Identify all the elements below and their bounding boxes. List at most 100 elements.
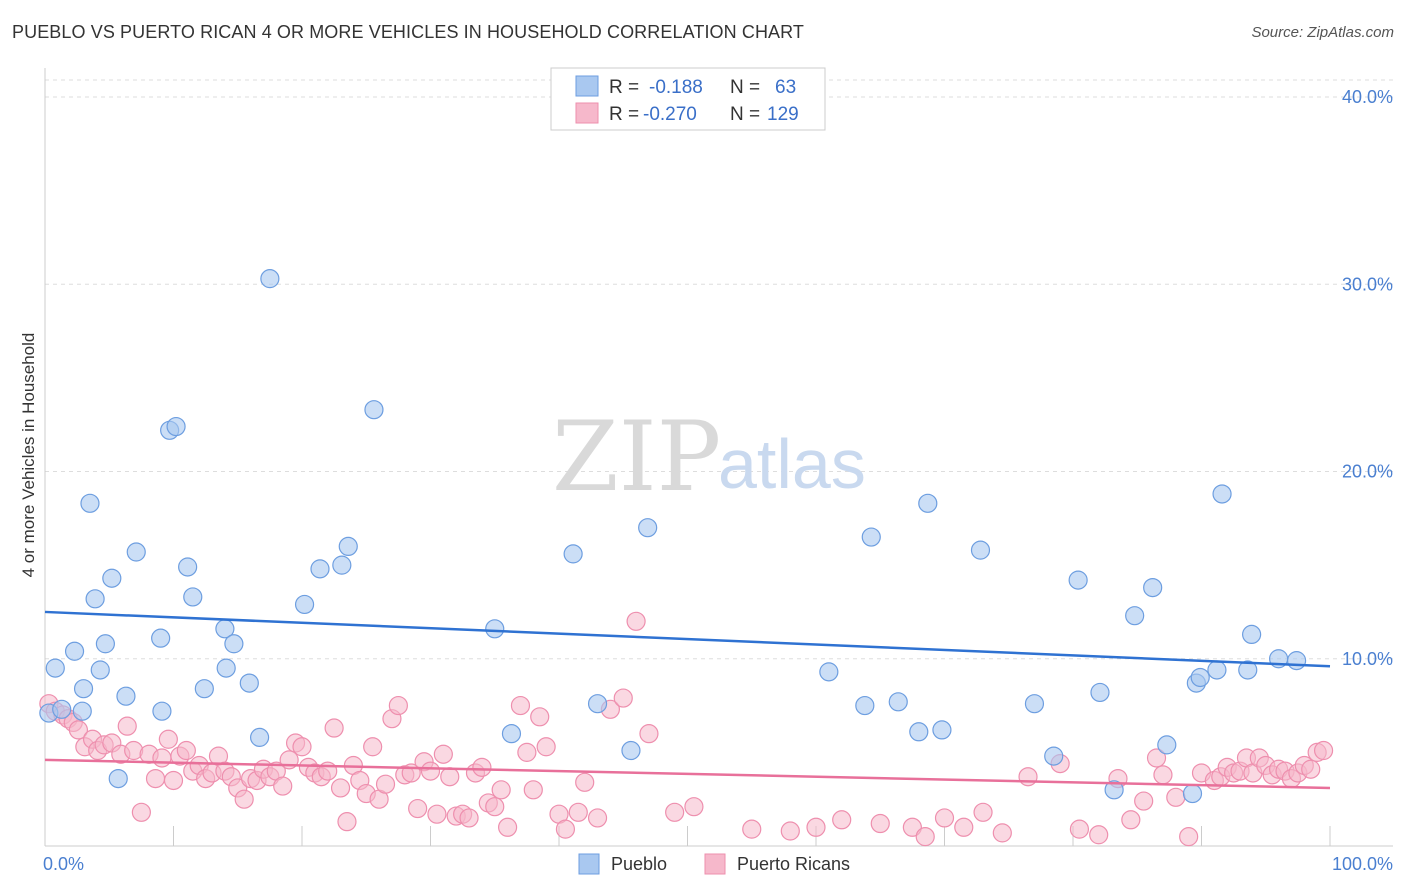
puerto-ricans-point [1121, 810, 1141, 830]
pueblo-point [932, 720, 952, 740]
pueblo-point [332, 555, 352, 575]
pueblo-point [260, 269, 280, 289]
puerto-ricans-point [292, 737, 312, 757]
puerto-ricans-point [176, 740, 196, 761]
puerto-ricans-point [934, 808, 955, 828]
pueblo-point [126, 542, 146, 562]
puerto-ricans-point [870, 813, 890, 834]
puerto-ricans-point [68, 720, 89, 740]
puerto-ricans-point [131, 802, 151, 822]
pueblo-point [1182, 783, 1203, 804]
puerto-ricans-point [992, 823, 1012, 843]
pueblo-point [1104, 780, 1124, 800]
puerto-ricans-point [902, 817, 922, 837]
pueblo-point [52, 699, 72, 719]
puerto-ricans-point [575, 772, 595, 792]
legend-r-value-pueblo: -0.188 [649, 77, 703, 98]
bottom-legend-label-pr: Puerto Ricans [737, 854, 850, 874]
puerto-ricans-point [145, 768, 166, 789]
y-tick-label: 40.0% [1342, 87, 1393, 107]
pueblo-point [338, 536, 358, 557]
puerto-ricans-point [330, 778, 351, 798]
puerto-ricans-point [954, 817, 974, 837]
pueblo-point [1024, 694, 1045, 714]
pueblo-point [249, 727, 270, 747]
puerto-ricans-point [832, 810, 852, 830]
y-tick-label: 20.0% [1342, 462, 1393, 482]
pueblo-point [183, 587, 203, 607]
puerto-ricans-point [420, 761, 441, 781]
pueblo-point [861, 527, 881, 547]
puerto-ricans-point [375, 774, 396, 794]
pueblo-point [224, 634, 244, 654]
puerto-ricans-point [555, 819, 576, 839]
pueblo-point [638, 518, 658, 538]
pueblo-point [1125, 606, 1145, 626]
y-tick-label: 30.0% [1342, 274, 1393, 294]
pueblo-point [151, 628, 171, 648]
pueblo-point [152, 701, 172, 721]
puerto-ricans-point [510, 695, 531, 716]
puerto-ricans-point [973, 802, 993, 822]
pueblo-point [1044, 746, 1064, 766]
pueblo-point [587, 694, 608, 714]
x-tick-label: 100.0% [1332, 854, 1393, 874]
puerto-ricans-point [498, 817, 518, 837]
puerto-ricans-point [1146, 748, 1167, 768]
puerto-ricans-point [1018, 767, 1038, 787]
pueblo-point [1286, 651, 1307, 671]
y-axis-label: 4 or more Vehicles in Household [19, 333, 38, 578]
puerto-ricans-point [639, 724, 659, 744]
pueblo-point [621, 740, 641, 761]
legend-swatch-pueblo [575, 75, 599, 97]
y-tick-label: 10.0% [1342, 649, 1393, 669]
pueblo-point [45, 658, 65, 678]
pueblo-point [501, 724, 522, 744]
puerto-ricans-point [1153, 765, 1173, 785]
pueblo-point [918, 493, 938, 513]
pueblo-points [39, 269, 1307, 804]
bottom-legend-label-pueblo: Pueblo [611, 854, 667, 874]
pueblo-point [1242, 624, 1262, 645]
puerto-ricans-point [684, 797, 704, 817]
puerto-ricans-point [530, 707, 550, 727]
x-tick-label: 0.0% [43, 854, 84, 874]
pueblo-point [819, 662, 839, 682]
legend-r-value-pr: -0.270 [643, 104, 697, 125]
pueblo-point [239, 673, 259, 693]
chart-title: PUEBLO VS PUERTO RICAN 4 OR MORE VEHICLE… [12, 22, 805, 42]
puerto-ricans-point [152, 748, 172, 768]
pueblo-point [1212, 484, 1232, 504]
puerto-ricans-point [440, 767, 460, 787]
puerto-ricans-point [806, 817, 826, 837]
puerto-ricans-point [273, 776, 293, 796]
puerto-ricans-point [485, 797, 505, 817]
pueblo-point [116, 686, 136, 706]
puerto-ricans-point [117, 716, 137, 736]
puerto-ricans-point [427, 804, 447, 824]
trendlines [44, 610, 1331, 790]
source-credit: Source: ZipAtlas.com [1251, 24, 1394, 41]
pueblo-point [73, 679, 94, 699]
pueblo-point [80, 493, 100, 513]
pueblo-point [108, 768, 128, 789]
pueblo-point [364, 400, 384, 420]
puerto-ricans-point [665, 802, 685, 822]
puerto-ricans-point [523, 780, 543, 800]
watermark-zip: ZIP [552, 401, 721, 513]
puerto-ricans-point [491, 780, 511, 800]
pueblo-point [95, 634, 115, 654]
puerto-ricans-point [568, 802, 588, 822]
puerto-ricans-point [158, 729, 178, 749]
puerto-ricans-point [536, 737, 556, 757]
pueblo-point [485, 619, 505, 639]
pueblo-point [64, 641, 85, 661]
puerto-ricans-point [517, 742, 537, 762]
bottom-legend-swatch-pr [704, 853, 726, 875]
bottom-legend-swatch-pueblo [578, 853, 600, 875]
puerto-ricans-point [1134, 791, 1154, 811]
gridlines [45, 79, 1393, 660]
pueblo-point [909, 722, 929, 742]
puerto-ricans-point [613, 688, 633, 708]
